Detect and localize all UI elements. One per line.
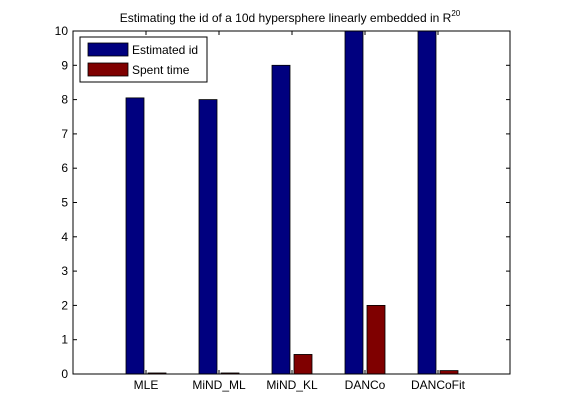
x-tick-label: DANCo — [345, 378, 386, 392]
legend-swatch-spent-time — [87, 62, 129, 77]
plot-area — [73, 31, 510, 374]
bar-MiND_KL-spent-time — [293, 354, 313, 375]
x-tick-label: MLE — [134, 378, 159, 392]
chart-title-superscript: 20 — [451, 9, 460, 18]
axes-group: 0 1 2 3 4 5 6 7 8 9 10 MLE MiND_ML MiND_KL DANCo DANCoF… — [55, 24, 511, 392]
y-tick-label: 9 — [61, 58, 68, 72]
y-tick-label: 8 — [61, 93, 68, 107]
y-tick-label: 3 — [61, 264, 68, 278]
bar-DANCo-spent-time — [366, 304, 386, 375]
x-tick-label: MiND_KL — [266, 378, 318, 392]
legend-swatch-estimated-id — [87, 42, 129, 57]
bar-MiND_ML-estimated-id — [198, 99, 218, 375]
bar-DANCo-estimated-id — [344, 30, 364, 375]
bar-DANCoFit-spent-time — [439, 370, 459, 375]
y-tick-label: 6 — [61, 161, 68, 175]
y-tick-label: 10 — [55, 24, 69, 38]
y-tick-label: 2 — [61, 298, 68, 312]
y-tick-label: 7 — [61, 127, 68, 141]
y-tick-label: 5 — [61, 196, 68, 210]
x-tick-label: DANCoFit — [411, 378, 466, 392]
x-tick-label: MiND_ML — [192, 378, 246, 392]
y-tick-label: 1 — [61, 333, 68, 347]
bars-group — [125, 30, 459, 375]
bar-MiND_KL-estimated-id — [271, 64, 291, 375]
y-tick-label: 0 — [61, 367, 68, 381]
legend-label: Spent time — [132, 63, 190, 77]
bar-MLE-estimated-id — [125, 97, 145, 375]
bar-DANCoFit-estimated-id — [417, 30, 437, 375]
legend: Estimated id Spent time — [79, 36, 208, 83]
legend-label: Estimated id — [132, 43, 198, 57]
y-tick-label: 4 — [61, 230, 68, 244]
chart-title: Estimating the id of a 10d hypersphere l… — [120, 9, 461, 25]
